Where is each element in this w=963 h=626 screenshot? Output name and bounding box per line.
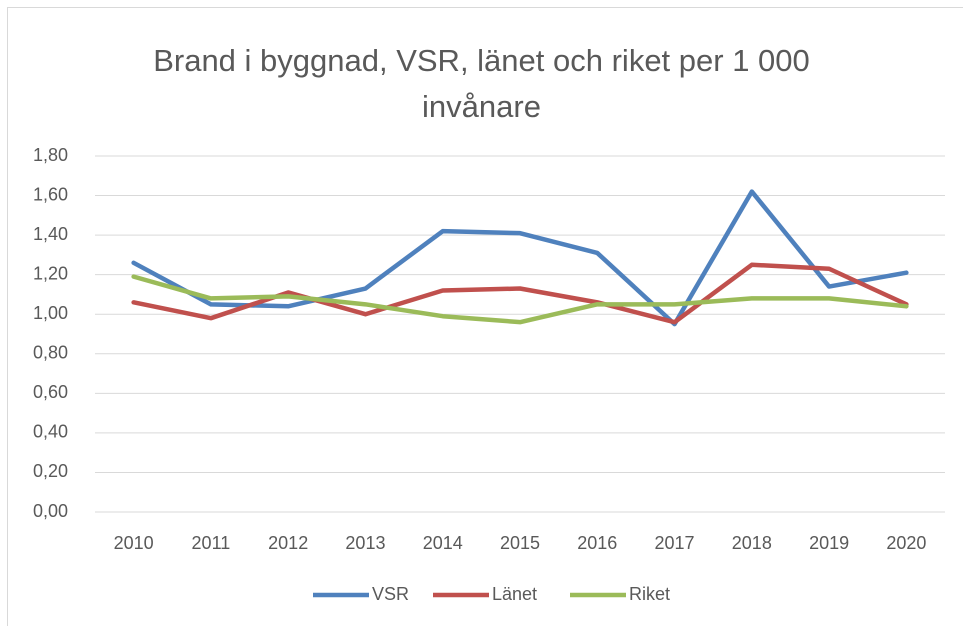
- series-line: [131, 262, 909, 325]
- y-tick-label: 0,80: [33, 343, 68, 363]
- x-tick-label: 2017: [655, 533, 695, 553]
- x-tick-label: 2013: [345, 533, 385, 553]
- y-tick-label: 0,60: [33, 382, 68, 402]
- y-tick-label: 0,40: [33, 422, 68, 442]
- x-tick-label: 2018: [732, 533, 772, 553]
- y-tick-label: 0,20: [33, 461, 68, 481]
- legend-label: VSR: [372, 584, 409, 604]
- x-tick-label: 2011: [192, 533, 231, 553]
- x-tick-label: 2020: [886, 533, 926, 553]
- x-tick-label: 2016: [577, 533, 617, 553]
- chart-border: [7, 7, 963, 626]
- chart-title: Brand i byggnad, VSR, länet och riket pe…: [153, 43, 810, 124]
- x-tick-label: 2015: [500, 533, 540, 553]
- x-tick-label: 2010: [114, 533, 154, 553]
- y-tick-label: 1,60: [33, 184, 68, 204]
- x-tick-label: 2014: [423, 533, 463, 553]
- y-tick-label: 1,80: [33, 145, 68, 165]
- legend-label: Riket: [629, 584, 670, 604]
- legend-label: Länet: [492, 584, 537, 604]
- y-tick-label: 1,00: [33, 303, 68, 323]
- y-tick-label: 1,40: [33, 224, 68, 244]
- y-tick-label: 0,00: [33, 501, 68, 521]
- series-line: [131, 274, 909, 325]
- x-tick-label: 2012: [268, 533, 308, 553]
- y-tick-label: 1,20: [33, 263, 68, 283]
- x-tick-label: 2019: [809, 533, 849, 553]
- series-line: [131, 189, 909, 327]
